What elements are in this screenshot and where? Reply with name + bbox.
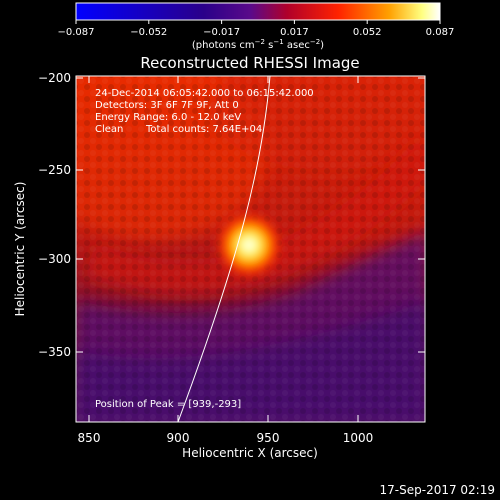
x-tick-label: 900 — [167, 431, 190, 445]
x-tick-label: 1000 — [343, 431, 374, 445]
annotation-peak-position: Position of Peak = [939,-293] — [95, 399, 241, 410]
y-tick-label: −300 — [38, 252, 71, 266]
colorbar-ticks: −0.087 −0.052 −0.017 0.017 0.052 0.087 — [57, 20, 454, 38]
colorbar-gradient — [75, 2, 441, 21]
colorbar-units: (photons cm−2 s−1 asec−2) — [192, 38, 324, 51]
y-tick-label: −350 — [38, 345, 71, 359]
solar-limb — [177, 76, 271, 422]
annotations: 24-Dec-2014 06:05:42.000 to 06:15:42.000… — [95, 88, 314, 410]
colorbar: −0.087 −0.052 −0.017 0.017 0.052 0.087 (photo… — [57, 2, 454, 51]
y-tick-label: −200 — [38, 71, 71, 85]
x-axis: 850 900 950 1000 — [78, 76, 374, 445]
colorbar-tick-label: 0.017 — [280, 27, 309, 38]
annotation-total-counts: Total counts: 7.64E+04 — [145, 124, 262, 135]
colorbar-tick-label: 0.052 — [353, 27, 382, 38]
x-axis-label: Heliocentric X (arcsec) — [182, 446, 318, 460]
rhessi-image — [76, 76, 425, 422]
colorbar-tick-label: 0.087 — [426, 27, 455, 38]
annotation-method: Clean — [95, 124, 123, 135]
colorbar-tick-label: −0.017 — [203, 27, 240, 38]
annotation-energy-range: Energy Range: 6.0 - 12.0 keV — [95, 112, 241, 123]
colorbar-tick-label: −0.052 — [130, 27, 167, 38]
x-tick-label: 950 — [257, 431, 280, 445]
plot-frame — [75, 75, 426, 423]
y-axis: −200 −250 −300 −350 — [38, 71, 425, 359]
plot-title: Reconstructed RHESSI Image — [140, 54, 359, 72]
y-tick-label: −250 — [38, 163, 71, 177]
timestamp: 17-Sep-2017 02:19 — [380, 483, 495, 497]
y-axis-label: Heliocentric Y (arcsec) — [13, 182, 27, 317]
colorbar-tick-label: −0.087 — [57, 27, 94, 38]
flare-peak — [215, 211, 283, 279]
annotation-time-range: 24-Dec-2014 06:05:42.000 to 06:15:42.000 — [95, 88, 314, 99]
annotation-detectors: Detectors: 3F 6F 7F 9F, Att 0 — [95, 100, 239, 111]
x-tick-label: 850 — [78, 431, 101, 445]
